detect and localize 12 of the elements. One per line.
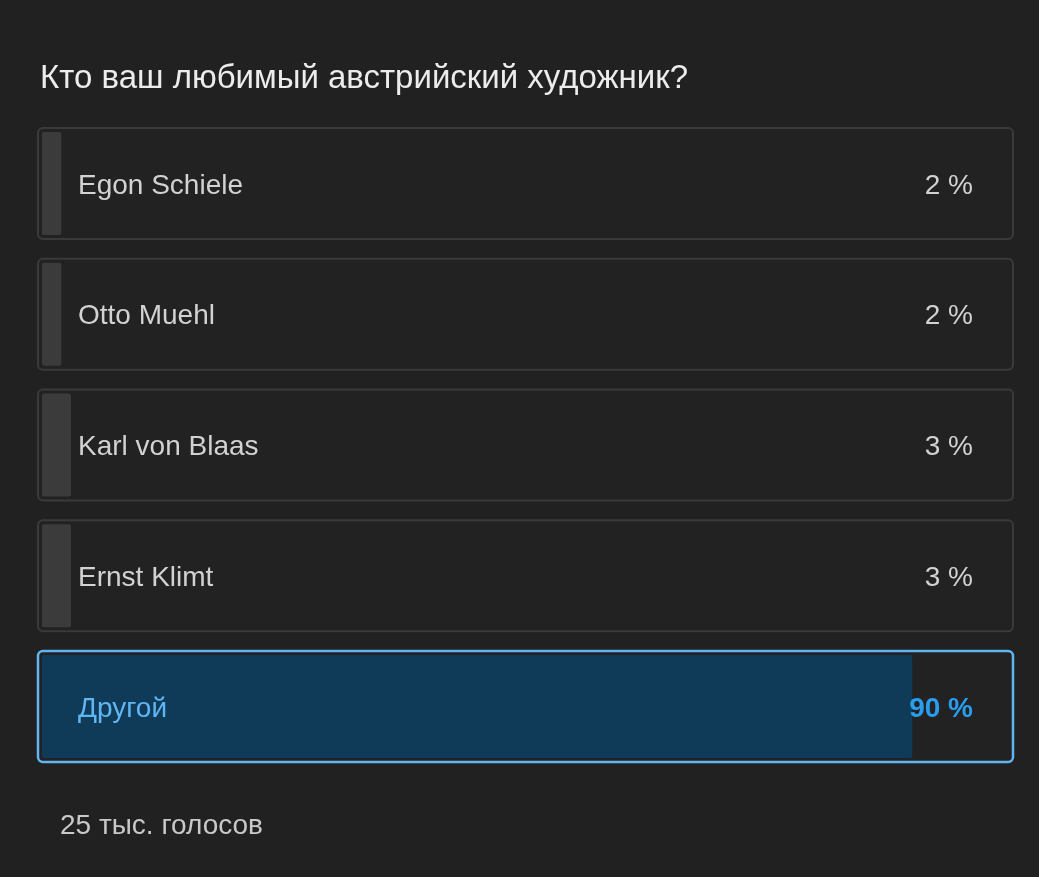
data-label: 2 % bbox=[924, 299, 973, 331]
y-tick-label: Karl von Blaas bbox=[78, 430, 259, 462]
y-tick-label: Ernst Klimt bbox=[78, 560, 214, 592]
y-tick-label: Другой bbox=[78, 691, 168, 723]
data-label: 2 % bbox=[924, 168, 973, 200]
text: 25 тыс. голосов bbox=[60, 809, 263, 840]
y-tick-label: Otto Muehl bbox=[78, 299, 215, 331]
data-label: 3 % bbox=[924, 560, 973, 592]
data-label: 90 % bbox=[909, 691, 974, 723]
y-tick-label: Egon Schiele bbox=[78, 168, 244, 200]
chart-title: Кто ваш любимый австрийский художник? bbox=[40, 58, 688, 95]
data-label: 3 % bbox=[924, 430, 973, 462]
